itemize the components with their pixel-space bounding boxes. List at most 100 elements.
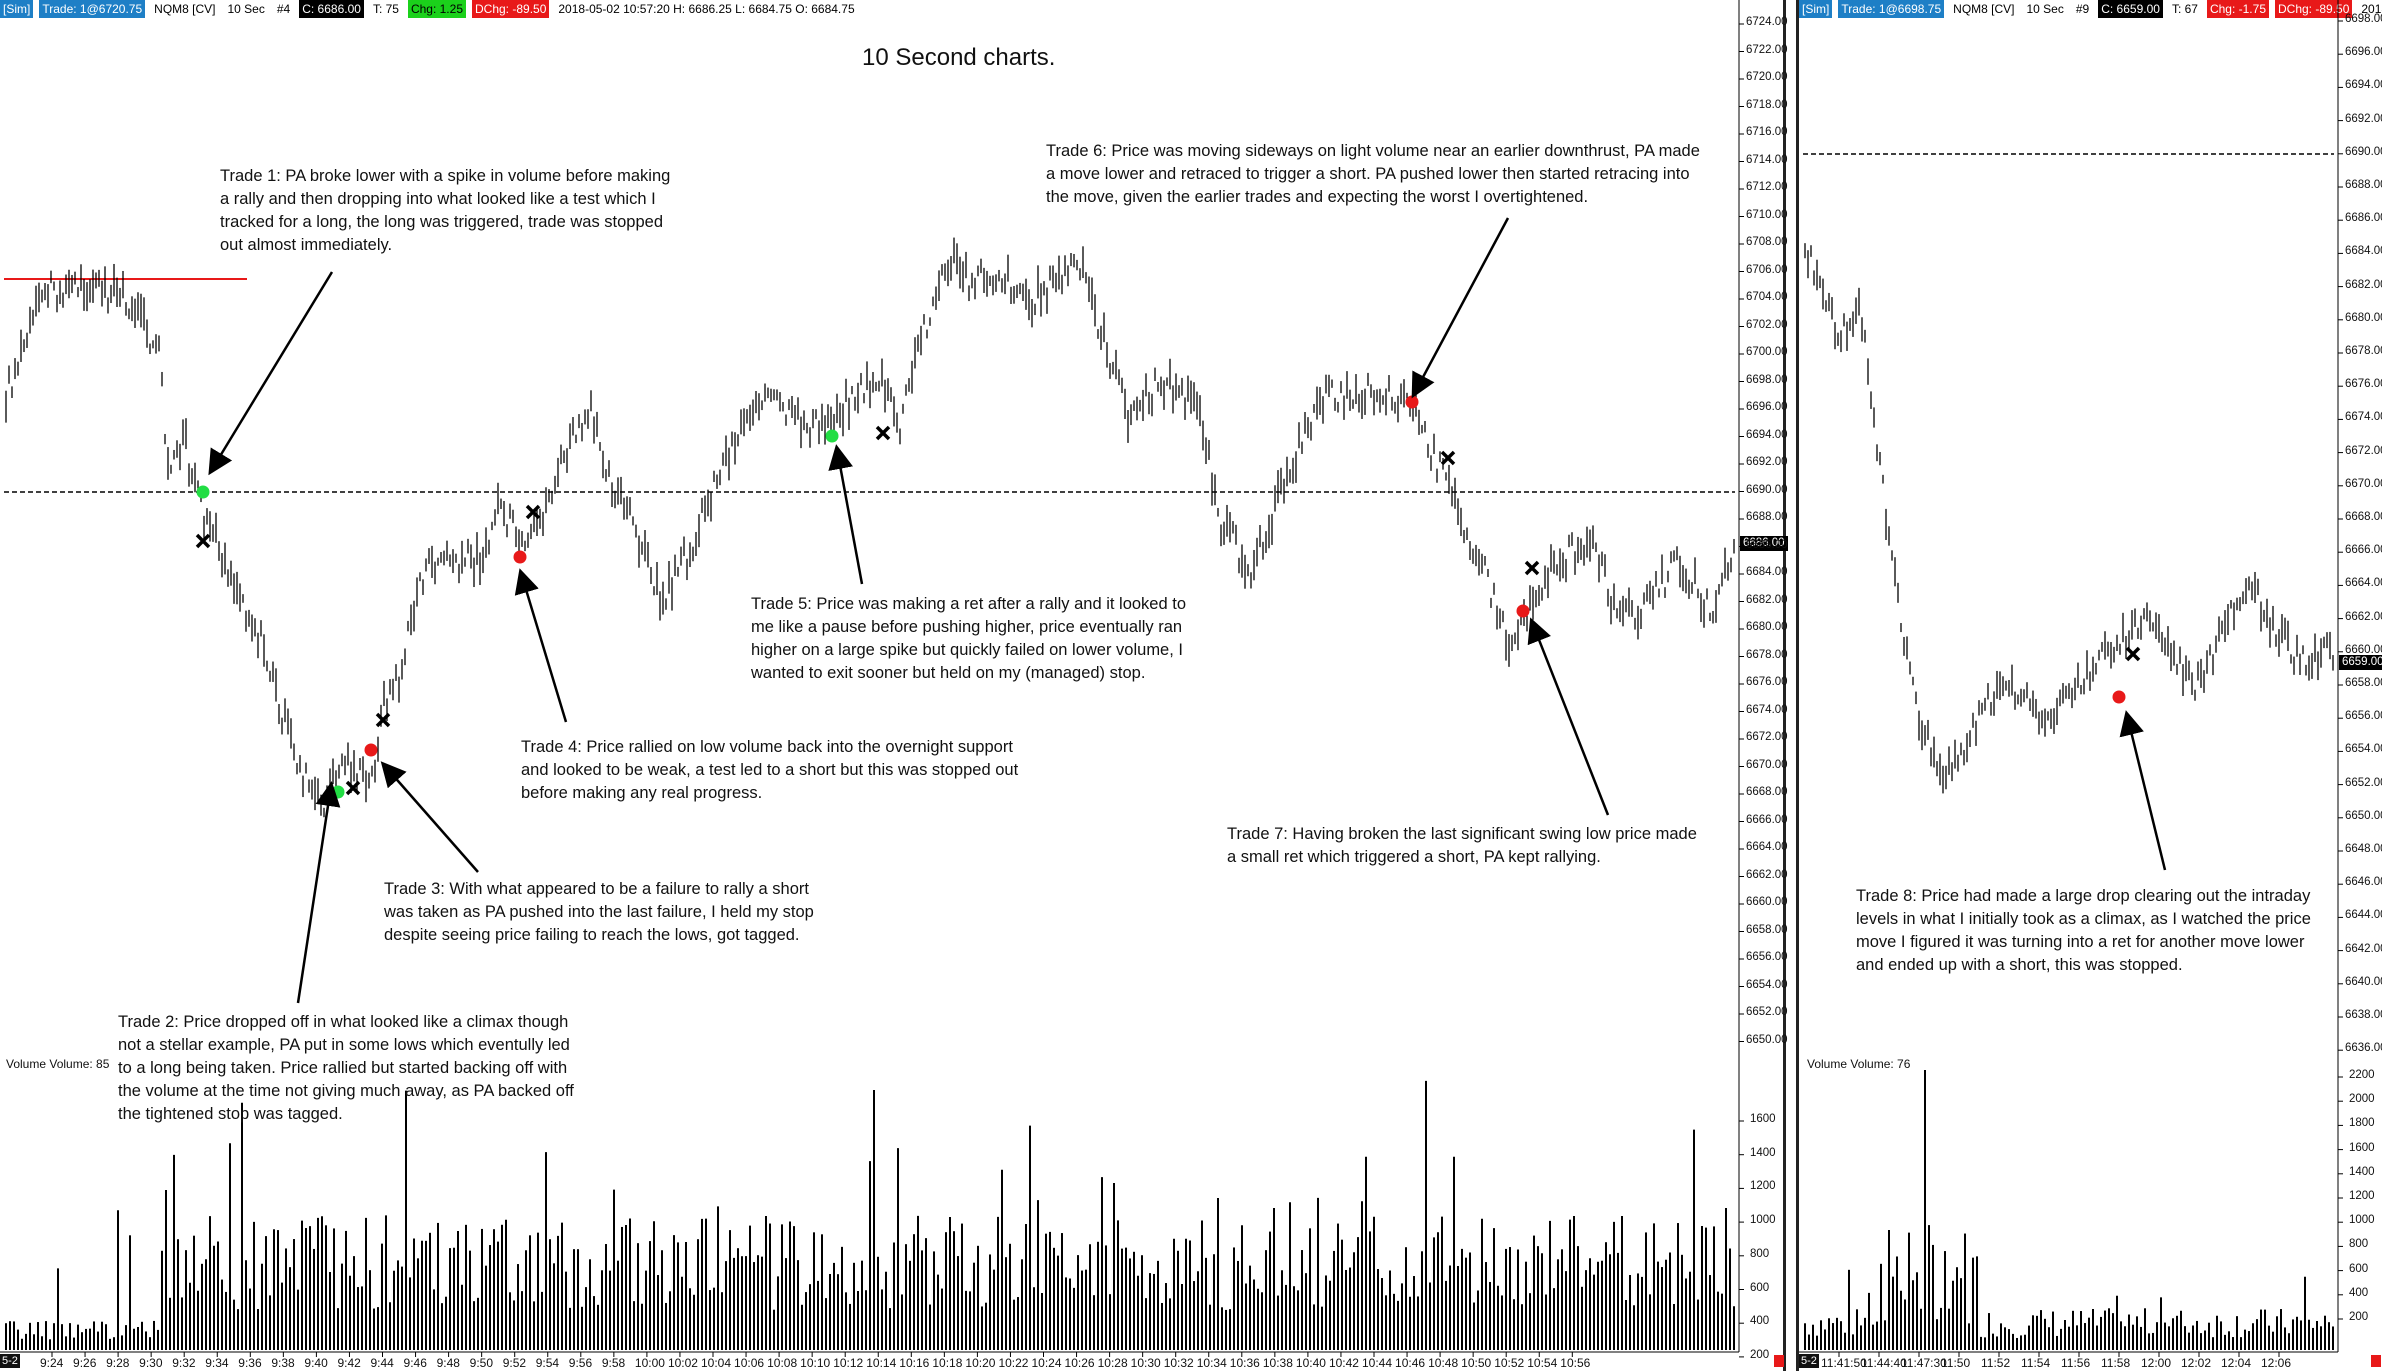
time-axis-label: 10:52	[1494, 1356, 1525, 1370]
time-axis-label: 10:34	[1196, 1356, 1227, 1370]
price-axis-label: 6674.00	[1746, 703, 1788, 716]
annotation-arrow	[296, 781, 341, 1004]
price-axis-label: 6708.00	[1746, 236, 1788, 248]
price-axis-label: 6694.00	[2345, 79, 2382, 92]
time-axis-label: 11:50	[1941, 1356, 1971, 1370]
account-badge: [Sim]	[1799, 0, 1833, 18]
time-axis-label: 9:52	[502, 1356, 527, 1370]
time-axis-label: 12:06	[2261, 1356, 2292, 1370]
trade-entry-dot	[1405, 395, 1419, 409]
right-price-chart[interactable]	[1799, 0, 2382, 1371]
price-axis-label: 6696.00	[1746, 401, 1788, 413]
price-axis-label: 6662.00	[1746, 868, 1788, 881]
trade-entry-dot	[2112, 690, 2126, 704]
price-axis-label: 6710.00	[1746, 208, 1788, 221]
price-axis-label: 6666.00	[2345, 544, 2382, 557]
annotation-arrow	[514, 568, 568, 723]
time-axis-label: 10:54	[1527, 1356, 1558, 1370]
time-axis-label: 10:20	[965, 1356, 996, 1370]
trade-exit-marker	[1440, 450, 1456, 466]
time-axis-label: 11:58	[2101, 1356, 2131, 1370]
trade-exit-marker	[375, 712, 391, 728]
price-axis-label: 6660.00	[2345, 643, 2382, 656]
annotation-trade8: Trade 8: Price had made a large drop cle…	[1856, 887, 2311, 974]
volume-axis-label: 1600	[1750, 1113, 1776, 1125]
volume-axis-label: 1200	[2349, 1190, 2375, 1202]
volume-axis-label: 2000	[2349, 1093, 2375, 1106]
price-axis-label: 6690.00	[2345, 145, 2382, 158]
chg-badge: Chg: -1.75	[2206, 0, 2269, 18]
volume-axis-label: 1200	[1750, 1180, 1776, 1193]
annotation-trade7: Trade 7: Having broken the last signific…	[1227, 825, 1697, 866]
price-axis-label: 6668.00	[1746, 786, 1788, 798]
left-price-chart[interactable]	[0, 0, 1786, 1371]
price-axis-label: 6672.00	[2345, 444, 2382, 457]
time-axis-label: 11:47:30	[1901, 1356, 1947, 1370]
time-axis-label: 10:24	[1031, 1356, 1062, 1370]
time-axis-label: 10:42	[1328, 1356, 1359, 1370]
red-marker-icon	[2371, 1355, 2381, 1367]
annotation-trade6: Trade 6: Price was moving sideways on li…	[1046, 142, 1700, 206]
price-axis-label: 6664.00	[2345, 577, 2382, 590]
time-axis-label: 10:38	[1262, 1356, 1293, 1370]
time-axis-label: 10:46	[1395, 1356, 1426, 1370]
time-axis-label: 9:32	[172, 1356, 196, 1370]
price-axis-label: 6722.00	[1746, 43, 1788, 56]
annotation-trade2: Trade 2: Price dropped off in what looke…	[118, 1013, 574, 1123]
price-axis-label: 6682.00	[2345, 278, 2382, 291]
price-axis-label: 6694.00	[1746, 428, 1788, 441]
time-axis-label: 10:12	[833, 1356, 864, 1370]
price-axis-label: 6652.00	[2345, 776, 2382, 789]
volume-axis-label: 1000	[2349, 1214, 2375, 1227]
price-axis-label: 6642.00	[2345, 942, 2382, 955]
trade-entry-dot	[331, 785, 345, 799]
annotation-arrow	[208, 271, 334, 476]
time-axis-label: 9:28	[106, 1356, 130, 1370]
left-chart-panel[interactable]: [Sim] Trade: 1@6720.75 NQM8 [CV] 10 Sec …	[0, 0, 1788, 1371]
datetime-label: 2018-05-02 10:57:20 H: 6686.25 L: 6684.7…	[558, 2, 855, 16]
ticks-label: T: 75	[372, 2, 399, 16]
price-axis-label: 6718.00	[1746, 98, 1788, 111]
volume-axis-label: 1400	[1750, 1146, 1776, 1159]
time-axis-label: 11:54	[2021, 1356, 2051, 1370]
tab-label: #9	[2075, 2, 2090, 16]
instrument-label: NQM8 [CV]	[154, 2, 216, 16]
price-axis-label: 6678.00	[1746, 648, 1788, 661]
price-axis-label: 6678.00	[2345, 345, 2382, 357]
price-axis-label: 6650.00	[1746, 1033, 1788, 1046]
trade-exit-marker	[2125, 646, 2141, 662]
interval-label: 10 Sec	[227, 2, 265, 16]
close-badge: C: 6659.00	[2098, 0, 2163, 18]
trade-entry-dot	[196, 485, 210, 499]
annotation-arrow	[380, 761, 479, 873]
account-badge: [Sim]	[0, 0, 34, 18]
price-axis-label: 6640.00	[2345, 975, 2382, 988]
price-axis-label: 6646.00	[2345, 876, 2382, 889]
time-axis-label: 11:56	[2061, 1356, 2091, 1370]
time-axis-label: 9:46	[403, 1356, 427, 1370]
price-axis-label: 6690.00	[1746, 483, 1788, 496]
volume-label: Volume Volume: 85	[6, 1057, 110, 1071]
right-chart-panel[interactable]: [Sim] Trade: 1@6698.75 NQM8 [CV] 10 Sec …	[1796, 0, 2382, 1371]
price-axis-label: 6680.00	[2345, 311, 2382, 324]
annotation-trade4: Trade 4: Price rallied on low volume bac…	[521, 738, 1019, 802]
time-axis-label: 9:24	[40, 1356, 64, 1370]
price-axis-label: 6702.00	[1746, 318, 1788, 331]
volume-axis-label: 600	[2349, 1262, 2369, 1275]
price-axis-label: 6712.00	[1746, 181, 1788, 193]
price-axis-label: 6674.00	[2345, 411, 2382, 424]
chart-title: 10 Second charts.	[862, 44, 1056, 71]
red-marker-icon	[1774, 1355, 1784, 1367]
trade-exit-marker	[1524, 560, 1540, 576]
price-axis-label: 6688.00	[1746, 511, 1788, 523]
price-axis-label: 6724.00	[1746, 16, 1788, 28]
price-axis-label: 6660.00	[1746, 896, 1788, 908]
price-axis-label: 6698.00	[2345, 13, 2382, 25]
annotation-arrow	[2119, 710, 2167, 871]
time-axis-label: 12:00	[2141, 1356, 2172, 1370]
price-axis-label: 6698.00	[1746, 373, 1788, 386]
dchg-badge: DChg: -89.50	[2275, 0, 2353, 18]
volume-axis-label: 1000	[1750, 1214, 1776, 1227]
price-axis-label: 6680.00	[1746, 621, 1788, 633]
dchg-badge: DChg: -89.50	[472, 0, 550, 18]
